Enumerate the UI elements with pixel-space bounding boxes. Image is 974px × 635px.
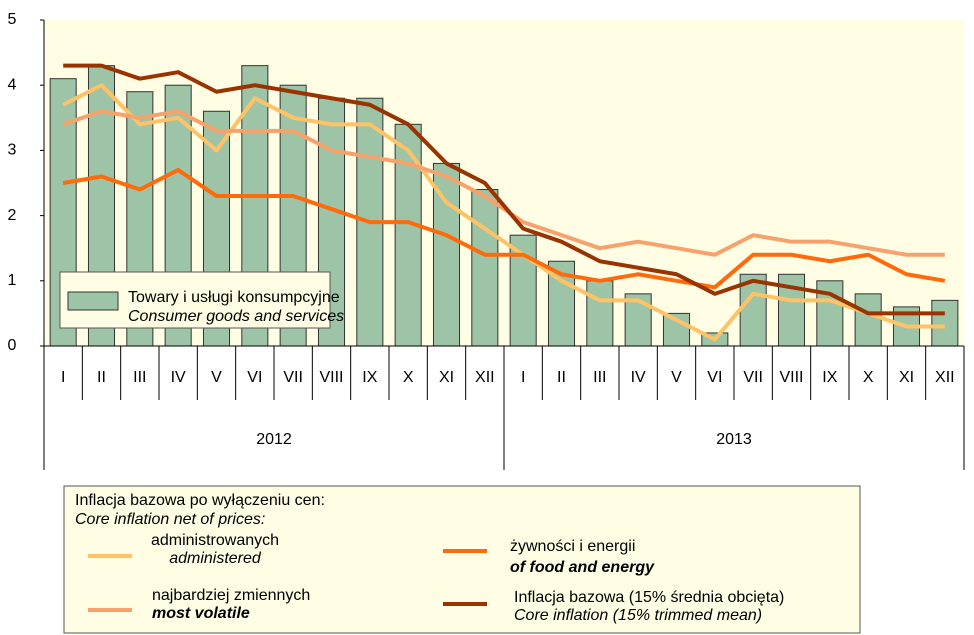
x-tick-label: I xyxy=(521,369,525,386)
bar xyxy=(394,123,422,347)
legend-label: Consumer goods and services xyxy=(128,308,344,325)
x-tick-label: II xyxy=(97,369,106,386)
year-label: 2013 xyxy=(716,431,752,448)
x-tick-label: I xyxy=(61,369,65,386)
legend-swatch xyxy=(67,291,119,311)
x-tick-label: X xyxy=(863,369,874,386)
legend-label: najbardziej zmiennych xyxy=(152,587,310,604)
x-tick-label: VI xyxy=(707,369,722,386)
x-tick-label: IX xyxy=(822,369,837,386)
x-tick-label: VIII xyxy=(779,369,803,386)
bar xyxy=(624,293,652,347)
bar xyxy=(471,189,499,347)
x-tick-label: VI xyxy=(247,369,262,386)
legend-heading-en: Core inflation net of prices: xyxy=(75,511,265,528)
x-tick-label: III xyxy=(133,369,146,386)
x-tick-label: IX xyxy=(362,369,377,386)
legend-label: Inflacja bazowa (15% średnia obcięta) xyxy=(514,589,784,606)
legend-label: of food and energy xyxy=(510,559,655,576)
line-series xyxy=(63,63,945,316)
legend-label: Core inflation (15% trimmed mean) xyxy=(514,607,762,624)
y-tick-label: 4 xyxy=(8,76,17,93)
x-tick-label: V xyxy=(211,369,222,386)
x-tick-label: V xyxy=(671,369,682,386)
x-tick-label: III xyxy=(593,369,606,386)
line-series xyxy=(62,167,946,290)
legend-label: żywności i energii xyxy=(510,538,635,555)
line-series xyxy=(62,109,945,257)
x-tick-label: X xyxy=(403,369,414,386)
bar xyxy=(586,280,614,347)
year-label: 2012 xyxy=(256,431,292,448)
legend-box xyxy=(63,485,861,634)
legend-heading: Inflacja bazowa po wyłączeniu cen: xyxy=(75,492,325,509)
x-tick-label: VII xyxy=(743,369,763,386)
x-tick-label: VIII xyxy=(319,369,343,386)
legend-label: Towary i usługi konsumpcyjne xyxy=(128,289,340,306)
bar xyxy=(854,293,882,347)
legend-label: administrowanych xyxy=(151,532,279,549)
line-series xyxy=(62,83,945,342)
x-tick-label: XII xyxy=(935,369,955,386)
x-tick-label: IV xyxy=(631,369,646,386)
bar xyxy=(509,234,537,347)
y-tick-label: 0 xyxy=(8,337,17,354)
x-tick-label: II xyxy=(557,369,566,386)
y-tick-label: 1 xyxy=(8,272,17,289)
x-tick-label: XII xyxy=(475,369,495,386)
y-tick-label: 5 xyxy=(8,11,17,28)
legend-label: administered xyxy=(169,550,262,567)
x-tick-label: XI xyxy=(899,369,914,386)
bar xyxy=(931,299,959,347)
legend-label: most volatile xyxy=(152,605,250,622)
x-tick-label: XI xyxy=(439,369,454,386)
y-tick-label: 2 xyxy=(8,207,17,224)
x-tick-label: VII xyxy=(283,369,303,386)
x-tick-label: IV xyxy=(171,369,186,386)
y-tick-label: 3 xyxy=(8,142,17,159)
